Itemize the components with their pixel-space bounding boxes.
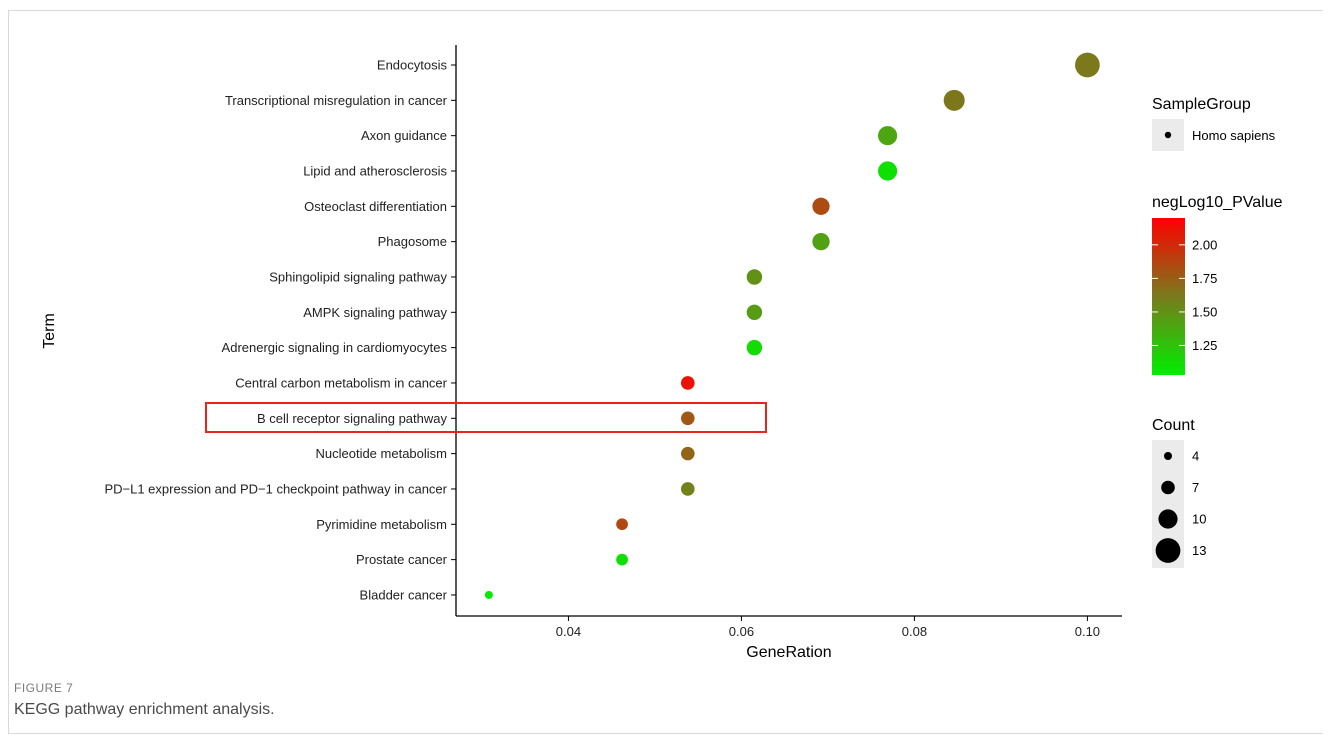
legend-samplegroup-title: SampleGroup: [1152, 96, 1251, 113]
legend-count-label: 13: [1192, 543, 1206, 558]
colorbar-tick-label: 1.25: [1192, 338, 1217, 353]
data-point: [812, 233, 830, 251]
y-tick-label: Adrenergic signaling in cardiomyocytes: [222, 340, 448, 355]
legend-samplegroup-label: Homo sapiens: [1192, 128, 1276, 143]
legend-count-label: 10: [1192, 512, 1206, 527]
y-tick-label: AMPK signaling pathway: [303, 305, 447, 320]
y-tick-label: Lipid and atherosclerosis: [303, 163, 447, 178]
colorbar-tick-label: 1.75: [1192, 271, 1217, 286]
legend-samplegroup-dot: [1164, 131, 1172, 139]
x-axis-title: GeneRation: [746, 644, 831, 661]
x-axis-tick-labels: 0.04 0.06 0.08 0.10: [556, 624, 1100, 639]
data-point: [746, 304, 763, 321]
legend-count: Count 4 7 10 13: [1152, 417, 1206, 568]
data-point: [681, 482, 695, 496]
x-tick-label: 0.08: [902, 624, 927, 639]
figure-caption: KEGG pathway enrichment analysis.: [14, 701, 275, 718]
y-tick-label: Osteoclast differentiation: [304, 199, 447, 214]
data-point: [746, 339, 763, 356]
legend-count-dot: [1155, 538, 1181, 563]
data-point: [943, 89, 965, 111]
y-tick-label: Phagosome: [378, 234, 447, 249]
legend-count-title: Count: [1152, 417, 1195, 434]
legend-pvalue-colorbar: [1152, 218, 1185, 375]
legend-count-label: 7: [1192, 480, 1199, 495]
x-tick-label: 0.06: [729, 624, 754, 639]
y-tick-label: Prostate cancer: [356, 552, 448, 567]
y-tick-label: Central carbon metabolism in cancer: [235, 375, 447, 390]
data-point: [681, 446, 695, 461]
data-point: [484, 590, 493, 599]
figure-frame: [8, 10, 1323, 734]
colorbar-tick-label: 1.50: [1192, 304, 1217, 319]
legend-count-label: 4: [1192, 449, 1199, 464]
data-point: [681, 376, 695, 390]
figure-label: FIGURE 7: [14, 681, 74, 695]
axes: [451, 45, 1122, 621]
data-point: [616, 518, 628, 531]
legend-pvalue: negLog10_PValue 2.00 1.75 1.50 1.25: [1152, 194, 1283, 375]
y-tick-label: Nucleotide metabolism: [315, 446, 447, 461]
y-tick-label: B cell receptor signaling pathway: [257, 411, 448, 426]
x-tick-label: 0.10: [1075, 624, 1100, 639]
data-points: [484, 52, 1100, 599]
y-tick-label: Pyrimidine metabolism: [316, 517, 447, 532]
highlight-box: [205, 402, 767, 433]
y-axis-title: Term: [41, 313, 58, 349]
y-tick-label: Endocytosis: [377, 58, 448, 73]
y-tick-label: PD−L1 expression and PD−1 checkpoint pat…: [104, 481, 447, 496]
legend-count-dot: [1164, 452, 1172, 460]
legend-pvalue-title: negLog10_PValue: [1152, 194, 1283, 211]
y-tick-label: Sphingolipid signaling pathway: [269, 269, 447, 284]
legend-count-dot: [1161, 480, 1175, 495]
data-point: [878, 126, 898, 146]
data-point: [616, 553, 628, 566]
x-tick-label: 0.04: [556, 624, 581, 639]
y-axis-tick-labels: Endocytosis Transcriptional misregulation…: [104, 58, 447, 603]
colorbar-tick-label: 2.00: [1192, 237, 1217, 252]
y-tick-label: Bladder cancer: [360, 587, 448, 602]
y-tick-label: Transcriptional misregulation in cancer: [225, 93, 448, 108]
dot-plot: Endocytosis Transcriptional misregulation…: [41, 45, 1283, 661]
data-point: [1075, 52, 1100, 78]
y-tick-label: Axon guidance: [361, 128, 447, 143]
data-point: [812, 197, 830, 215]
data-point: [878, 161, 898, 181]
legend-samplegroup: SampleGroup Homo sapiens: [1152, 96, 1276, 151]
legend-count-dot: [1158, 509, 1178, 529]
data-point: [681, 411, 695, 426]
data-point: [746, 269, 763, 285]
